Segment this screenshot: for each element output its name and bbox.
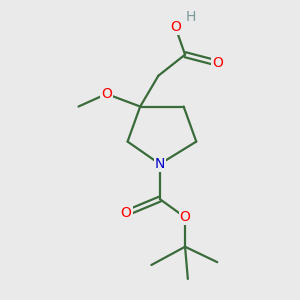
Text: O: O bbox=[212, 56, 223, 70]
Text: N: N bbox=[154, 157, 165, 171]
Text: O: O bbox=[121, 206, 132, 220]
Text: O: O bbox=[180, 210, 190, 224]
Text: O: O bbox=[101, 87, 112, 101]
Text: H: H bbox=[185, 10, 196, 24]
Text: O: O bbox=[170, 20, 181, 34]
